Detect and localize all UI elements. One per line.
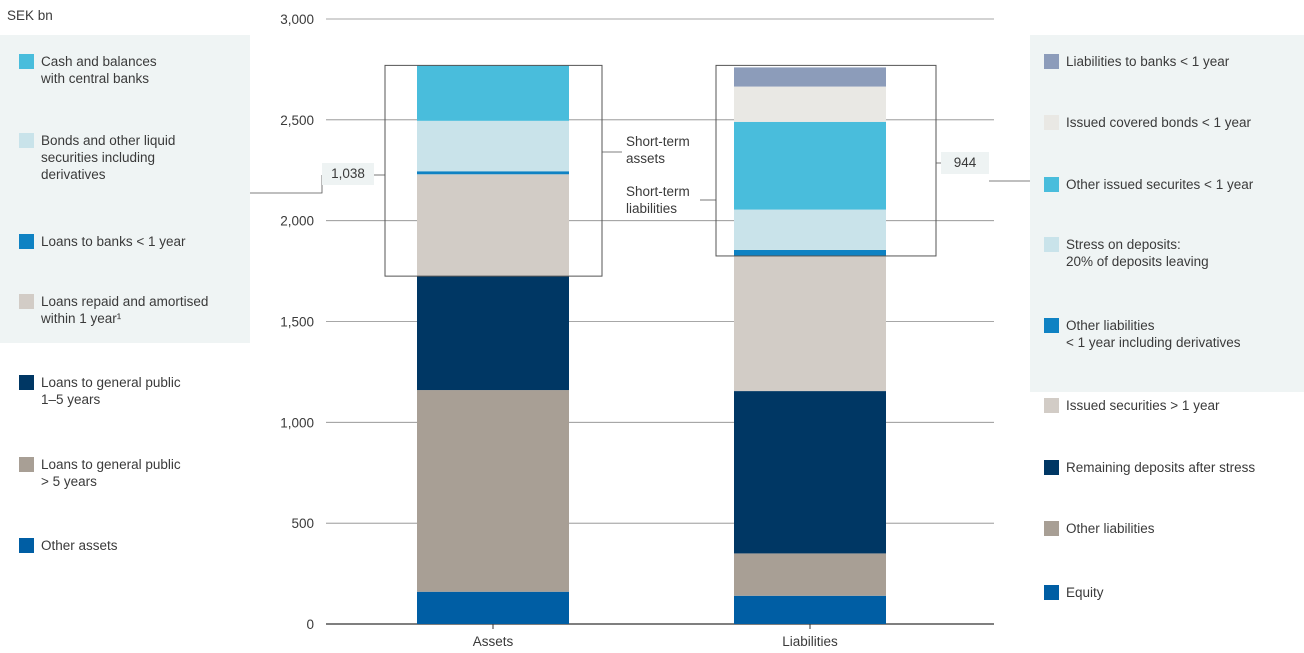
legend-item-assets: Loans repaid and amortised within 1 year… — [19, 293, 208, 327]
bar-assets-segment — [417, 120, 569, 172]
legend-label: Other liabilities — [1066, 521, 1155, 536]
legend-swatch — [1044, 521, 1059, 536]
y-tick-label: 500 — [291, 516, 314, 531]
short-term-assets-bracket — [384, 64, 603, 277]
bar-assets-segment — [417, 174, 569, 277]
legend-label: Other liabilities < 1 year including der… — [1066, 318, 1241, 350]
legend-swatch — [1044, 585, 1059, 600]
unit-label: SEK bn — [7, 8, 53, 23]
legend-swatch — [19, 54, 34, 69]
short-term-liabilities-legend-panel — [1030, 35, 1304, 392]
legend-swatch — [1044, 115, 1059, 130]
legend-swatch — [19, 457, 34, 472]
legend-label: Bonds and other liquid securities includ… — [41, 133, 176, 182]
short-term-liabilities-label: Short-term liabilities — [626, 184, 690, 216]
y-tick-label: 2,500 — [280, 113, 314, 128]
bar-liabilities-segment — [734, 553, 886, 596]
bar-assets-segment — [417, 390, 569, 592]
legend-label: Issued securities > 1 year — [1066, 398, 1220, 413]
y-tick-label: 3,000 — [280, 12, 314, 27]
legend-swatch — [19, 133, 34, 148]
legend-item-liabilities: Issued securities > 1 year — [1044, 397, 1219, 414]
legend-item-assets: Cash and balances with central banks — [19, 53, 157, 87]
legend-swatch — [1044, 398, 1059, 413]
legend-label: Equity — [1066, 585, 1104, 600]
legend-swatch — [1044, 54, 1059, 69]
y-tick-label: 0 — [306, 617, 314, 632]
short-term-liabilities-bracket — [715, 64, 937, 257]
short-term-liabilities-value: 944 — [941, 152, 989, 174]
legend-swatch — [1044, 237, 1059, 252]
legend-item-assets: Bonds and other liquid securities includ… — [19, 132, 175, 183]
legend-item-liabilities: Other liabilities < 1 year including der… — [1044, 317, 1240, 351]
legend-swatch — [19, 294, 34, 309]
legend-label: Remaining deposits after stress — [1066, 460, 1256, 475]
legend-item-assets: Loans to general public 1–5 years — [19, 374, 181, 408]
bar-assets-segment — [417, 276, 569, 391]
bar-liabilities-segment — [734, 391, 886, 554]
legend-swatch — [19, 538, 34, 553]
legend-item-assets: Other assets — [19, 537, 118, 554]
legend-item-assets: Loans to general public > 5 years — [19, 456, 181, 490]
legend-item-liabilities: Other issued securites < 1 year — [1044, 176, 1253, 193]
y-tick-label: 1,000 — [280, 415, 314, 430]
legend-swatch — [1044, 318, 1059, 333]
bar-assets-segment — [417, 171, 569, 175]
y-tick-label: 2,000 — [280, 214, 314, 229]
x-tick-label: Liabilities — [782, 634, 838, 649]
short-term-assets-legend-panel — [0, 35, 250, 343]
legend-label: Liabilities to banks < 1 year — [1066, 54, 1230, 69]
bar-liabilities-segment — [734, 209, 886, 250]
assets-callout-connector — [250, 175, 323, 194]
bar-liabilities-segment — [734, 595, 886, 624]
legend-label: Other issued securites < 1 year — [1066, 177, 1254, 192]
bar-liabilities-segment — [734, 67, 886, 87]
legend-item-liabilities: Stress on deposits: 20% of deposits leav… — [1044, 236, 1209, 270]
bar-liabilities-segment — [734, 255, 886, 392]
legend-item-liabilities: Other liabilities — [1044, 520, 1155, 537]
y-tick-label: 1,500 — [280, 315, 314, 330]
legend-item-assets: Loans to banks < 1 year — [19, 233, 185, 250]
legend-item-liabilities: Issued covered bonds < 1 year — [1044, 114, 1251, 131]
legend-label: Loans repaid and amortised within 1 year… — [41, 294, 209, 326]
bar-liabilities-segment — [734, 86, 886, 122]
legend-label: Loans to general public 1–5 years — [41, 375, 181, 407]
legend-item-liabilities: Equity — [1044, 584, 1104, 601]
legend-item-liabilities: Remaining deposits after stress — [1044, 459, 1255, 476]
legend-swatch — [1044, 460, 1059, 475]
legend-label: Other assets — [41, 538, 118, 553]
x-tick-label: Assets — [473, 634, 514, 649]
bar-assets-segment — [417, 65, 569, 121]
legend-label: Loans to general public > 5 years — [41, 457, 181, 489]
legend-item-liabilities: Liabilities to banks < 1 year — [1044, 53, 1229, 70]
short-term-assets-label: Short-term assets — [626, 134, 690, 166]
legend-swatch — [1044, 177, 1059, 192]
legend-label: Issued covered bonds < 1 year — [1066, 115, 1251, 130]
legend-label: Cash and balances with central banks — [41, 54, 157, 86]
legend-label: Loans to banks < 1 year — [41, 234, 186, 249]
legend-swatch — [19, 234, 34, 249]
bar-assets-segment — [417, 591, 569, 624]
legend-label: Stress on deposits: 20% of deposits leav… — [1066, 237, 1209, 269]
bar-liabilities-segment — [734, 249, 886, 256]
short-term-assets-value: 1,038 — [322, 163, 374, 185]
bar-liabilities-segment — [734, 121, 886, 210]
legend-swatch — [19, 375, 34, 390]
